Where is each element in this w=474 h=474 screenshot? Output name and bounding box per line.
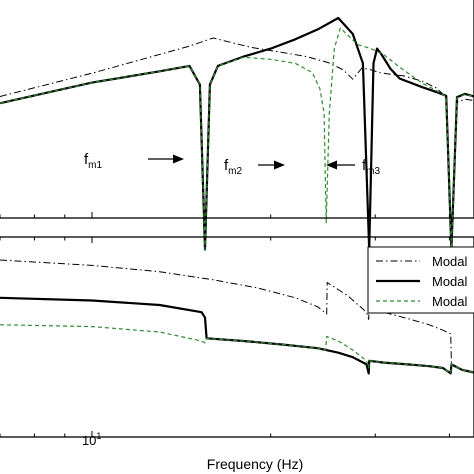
annotation-arrow-head-m2 [274,160,285,170]
top-series-line-dash-dot [0,37,474,250]
x-axis-label: Frequency (Hz) [207,456,303,472]
annotation-arrow-head-m3 [326,160,337,170]
annotation-label-m1: fm1 [84,151,103,171]
legend-label-dashed: Modal [432,294,468,309]
magnitude-panel: fm1 fm2 fm3 [0,0,474,251]
annotation-label-m3: fm3 [362,157,381,177]
top-axes-frame [0,0,474,219]
top-series-line-dashed [0,27,474,251]
x-tick-label-10: 101 [82,431,101,448]
annotation-label-m2: fm2 [224,157,243,177]
bottom-axes-frame [0,236,474,438]
phase-panel: 101 Modal Modal Modal [0,236,474,448]
legend-label-solid: Modal [432,274,468,289]
legend-label-dash-dot: Modal [432,254,468,269]
annotation-arrow-head-m1 [173,154,184,164]
top-series-line-solid [0,16,474,251]
bottom-series-line-dashed [0,324,474,374]
